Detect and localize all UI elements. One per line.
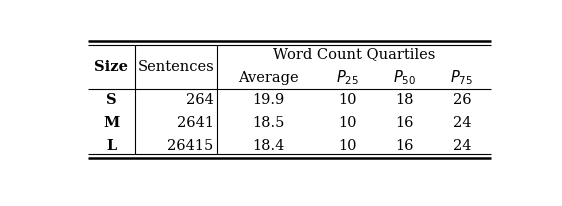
Text: M: M [103, 116, 119, 130]
Text: $P_{75}$: $P_{75}$ [451, 69, 473, 87]
Text: 19.9: 19.9 [252, 94, 284, 107]
Text: 26415: 26415 [167, 139, 214, 153]
Text: L: L [106, 139, 116, 153]
Text: 264: 264 [185, 94, 214, 107]
Text: 26: 26 [452, 94, 472, 107]
Text: 2641: 2641 [176, 116, 214, 130]
Text: 10: 10 [338, 94, 357, 107]
Text: Size: Size [94, 60, 128, 74]
Text: 10: 10 [338, 116, 357, 130]
Text: 24: 24 [453, 139, 471, 153]
Text: 18.4: 18.4 [252, 139, 284, 153]
Text: 18.5: 18.5 [252, 116, 284, 130]
Text: 24: 24 [453, 116, 471, 130]
Text: Sentences: Sentences [138, 60, 214, 74]
Text: $P_{50}$: $P_{50}$ [393, 69, 416, 87]
Text: $P_{25}$: $P_{25}$ [336, 69, 359, 87]
Text: Average: Average [238, 71, 298, 85]
Text: 18: 18 [396, 94, 414, 107]
Text: 16: 16 [396, 116, 414, 130]
Text: 10: 10 [338, 139, 357, 153]
Text: Word Count Quartiles: Word Count Quartiles [273, 47, 435, 61]
Text: S: S [106, 94, 116, 107]
Text: 16: 16 [396, 139, 414, 153]
